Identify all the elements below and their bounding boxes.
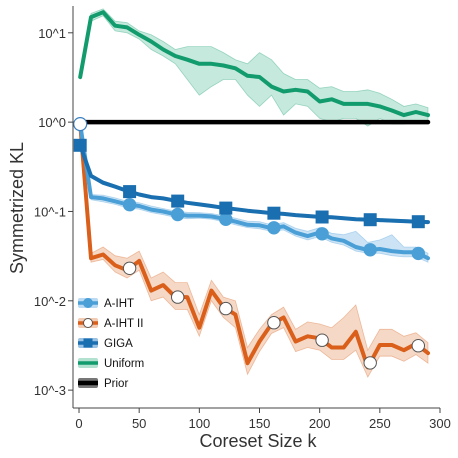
legend-label: A-IHT bbox=[104, 298, 134, 310]
giga-marker bbox=[315, 210, 329, 224]
y-tick-label: 10^1 bbox=[38, 26, 66, 41]
legend-item-giga: GIGA bbox=[78, 338, 133, 350]
a-iht-marker bbox=[267, 221, 281, 235]
a-iht-marker bbox=[122, 198, 137, 212]
x-tick-label: 50 bbox=[132, 416, 146, 431]
legend-item-uniform: Uniform bbox=[78, 358, 144, 370]
a-iht-marker bbox=[219, 212, 233, 227]
start-point-marker bbox=[73, 116, 88, 132]
x-tick-label: 0 bbox=[75, 416, 82, 431]
x-ticks: 0 50 100 150 200 250 300 bbox=[75, 408, 451, 431]
giga-marker bbox=[267, 206, 281, 220]
x-tick-label: 150 bbox=[249, 416, 271, 431]
legend-label: GIGA bbox=[104, 338, 133, 350]
giga-marker bbox=[363, 213, 377, 227]
legend: A-IHT A-IHT II GIGA Uniform Prior bbox=[78, 298, 144, 390]
a-iht-marker bbox=[411, 246, 425, 261]
a-iht-ii-marker bbox=[363, 356, 377, 370]
y-ticks: 10^1 10^0 10^-1 10^-2 10^-3 bbox=[34, 26, 73, 398]
x-axis-title: Coreset Size k bbox=[199, 431, 317, 451]
giga-marker bbox=[171, 194, 185, 208]
y-axis-title: Symmetrized KL bbox=[7, 142, 27, 274]
legend-swatch-marker bbox=[83, 298, 93, 308]
legend-label: Uniform bbox=[104, 358, 144, 370]
a-iht-ii-marker bbox=[122, 261, 137, 275]
legend-item-a-iht: A-IHT bbox=[78, 298, 134, 310]
a-iht-ii-marker bbox=[267, 316, 281, 330]
y-tick-label: 10^-2 bbox=[34, 294, 66, 309]
a-iht-band bbox=[79, 122, 429, 263]
y-tick-label: 10^-3 bbox=[34, 383, 66, 398]
a-iht-ii-marker bbox=[219, 301, 233, 316]
giga-marker bbox=[219, 201, 233, 215]
x-tick-label: 300 bbox=[429, 416, 451, 431]
plot-markers bbox=[73, 116, 425, 370]
a-iht-ii-band bbox=[79, 122, 429, 378]
legend-item-prior: Prior bbox=[78, 378, 128, 390]
a-iht-marker bbox=[171, 207, 185, 222]
x-tick-label: 200 bbox=[309, 416, 331, 431]
a-iht-marker bbox=[363, 243, 377, 257]
legend-swatch-marker bbox=[83, 318, 93, 328]
uniform-band bbox=[79, 8, 429, 127]
giga-marker bbox=[411, 215, 425, 229]
a-iht-ii-marker bbox=[171, 290, 185, 304]
y-tick-label: 10^-1 bbox=[34, 204, 66, 219]
a-iht-ii-marker bbox=[315, 333, 329, 347]
legend-label: Prior bbox=[104, 378, 128, 390]
x-tick-label: 250 bbox=[369, 416, 391, 431]
legend-swatch-marker bbox=[83, 338, 93, 348]
legend-label: A-IHT II bbox=[104, 318, 143, 330]
uniform-line bbox=[78, 10, 430, 118]
a-iht-ii-marker bbox=[411, 339, 425, 353]
giga-marker bbox=[123, 185, 137, 199]
x-tick-label: 100 bbox=[188, 416, 210, 431]
legend-item-a-iht-ii: A-IHT II bbox=[78, 318, 143, 330]
giga-marker bbox=[73, 138, 87, 152]
y-tick-label: 10^0 bbox=[38, 115, 66, 130]
a-iht-marker bbox=[315, 227, 329, 241]
